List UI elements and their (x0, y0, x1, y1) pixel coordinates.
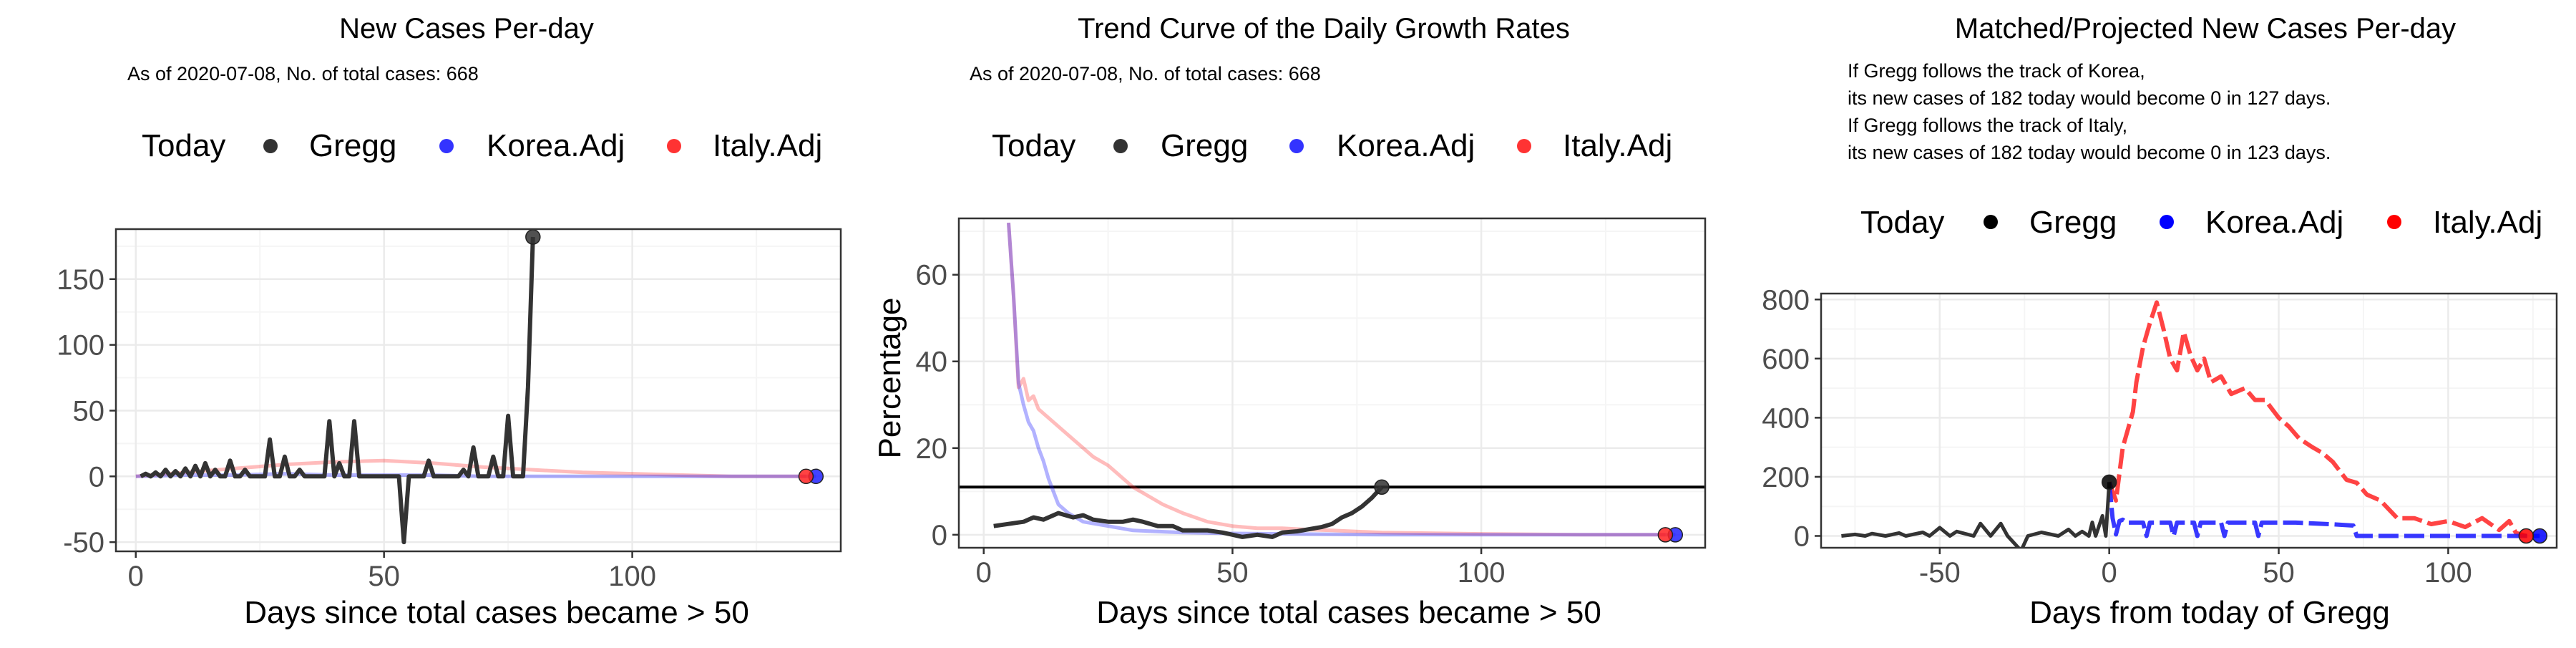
legend: Today Gregg Korea.Adj Italy.Adj (992, 128, 1672, 163)
x-tick-label: 0 (2102, 557, 2117, 589)
subtitle-line: its new cases of 182 today would become … (1848, 87, 2331, 109)
series-line-korea-adj (2107, 482, 2540, 538)
x-tick-label: 50 (368, 561, 400, 592)
series-line-italy-adj (135, 458, 806, 478)
legend: Today Gregg Korea.Adj Italy.Adj (1860, 205, 2542, 240)
legend-title: Today (992, 128, 1075, 163)
legend-title: Today (1860, 205, 1944, 240)
legend-key-korea (439, 139, 454, 153)
plot-area: 0 50 100 -50 0 50 100 150 (57, 228, 842, 592)
x-tick-label: 100 (2424, 557, 2472, 589)
legend-key-gregg (1984, 215, 1998, 229)
plot-frame (957, 217, 1707, 549)
x-tick-label: 50 (1216, 557, 1249, 589)
legend-key-italy (667, 139, 681, 153)
x-axis-title: Days from today of Gregg (2029, 595, 2390, 630)
today-point-korea-adj (2532, 528, 2548, 544)
legend-label-gregg: Gregg (1161, 128, 1248, 163)
x-tick-label: 100 (1458, 557, 1506, 589)
series-line-gregg (1841, 482, 2112, 548)
legend-title: Today (142, 128, 225, 163)
y-axis-title: Percentage (872, 297, 907, 458)
x-tick-label: 0 (976, 557, 992, 589)
panel-title: Trend Curve of the Daily Growth Rates (1078, 13, 1570, 44)
legend-label-gregg: Gregg (2029, 205, 2117, 240)
plot-area: 0 50 100 0 20 40 60 (916, 217, 1707, 589)
y-tick-label: 600 (1762, 344, 1810, 375)
panel-new-cases: New Cases Per-day As of 2020-07-08, No. … (57, 13, 842, 630)
plot-background (959, 218, 1705, 548)
legend-key-italy (2387, 215, 2401, 229)
today-point-gregg (2101, 474, 2117, 490)
panel-subtitle: As of 2020-07-08, No. of total cases: 66… (970, 63, 1321, 84)
series-group (1841, 300, 2540, 548)
x-axis-title: Days since total cases became > 50 (244, 595, 749, 630)
x-tick-label: 0 (128, 561, 144, 592)
legend-label-italy: Italy.Adj (713, 128, 822, 163)
panel-growth-rates: Trend Curve of the Daily Growth Rates As… (872, 13, 1707, 630)
series-line-gregg (993, 485, 1384, 539)
today-point-italy-adj (2518, 528, 2534, 544)
y-tick-label: 150 (57, 264, 104, 296)
y-tick-label: 0 (89, 461, 104, 493)
x-tick-label: -50 (1919, 557, 1961, 589)
legend-label-gregg: Gregg (309, 128, 396, 163)
plot-area: -50 0 50 100 0 200 400 600 800 (1762, 284, 2558, 589)
y-tick-label: 40 (916, 347, 948, 378)
legend: Today Gregg Korea.Adj Italy.Adj (142, 128, 822, 163)
series-group (993, 222, 1676, 539)
panel-subtitle: As of 2020-07-08, No. of total cases: 66… (127, 63, 479, 84)
plot-background (1821, 294, 2557, 548)
y-tick-label: 0 (932, 520, 947, 551)
plot-background (116, 229, 841, 551)
subtitle-line: If Gregg follows the track of Italy, (1848, 115, 2127, 136)
y-tick-label: 0 (1794, 521, 1810, 552)
legend-key-korea (2160, 215, 2174, 229)
x-tick-label: 50 (2263, 557, 2295, 589)
y-tick-label: -50 (63, 527, 104, 558)
legend-label-korea: Korea.Adj (1337, 128, 1475, 163)
legend-label-italy: Italy.Adj (1563, 128, 1672, 163)
panel-projected-cases: Matched/Projected New Cases Per-day If G… (1762, 13, 2558, 630)
x-tick-label: 100 (608, 561, 656, 592)
legend-label-korea: Korea.Adj (487, 128, 625, 163)
x-axis-title: Days since total cases became > 50 (1096, 595, 1601, 630)
y-tick-label: 60 (916, 260, 948, 291)
y-tick-label: 100 (57, 330, 104, 362)
y-tick-label: 200 (1762, 462, 1810, 493)
y-tick-label: 400 (1762, 402, 1810, 434)
y-tick-label: 50 (73, 395, 105, 427)
today-point-italy-adj (798, 468, 814, 485)
panel-subtitle: If Gregg follows the track of Korea, its… (1848, 60, 2331, 163)
series-line-korea-adj (1007, 222, 1676, 537)
today-point-italy-adj (1657, 527, 1674, 543)
today-point-gregg (525, 229, 541, 245)
series-line-gregg (140, 236, 535, 545)
subtitle-line: its new cases of 182 today would become … (1848, 142, 2331, 163)
today-point-gregg (1374, 479, 1390, 495)
y-tick-label: 20 (916, 433, 948, 465)
plot-frame (114, 228, 842, 553)
legend-key-gregg (1113, 139, 1128, 153)
subtitle-line: If Gregg follows the track of Korea, (1848, 60, 2145, 82)
plot-frame (1820, 292, 2558, 549)
y-tick-label: 800 (1762, 284, 1810, 316)
panel-title: New Cases Per-day (339, 13, 594, 44)
legend-key-korea (1289, 139, 1304, 153)
series-group (135, 236, 816, 545)
legend-key-italy (1517, 139, 1531, 153)
panel-title: Matched/Projected New Cases Per-day (1955, 13, 2456, 44)
legend-label-italy: Italy.Adj (2433, 205, 2542, 240)
series-line-italy-adj (2107, 300, 2527, 538)
legend-key-gregg (263, 139, 278, 153)
legend-label-korea: Korea.Adj (2205, 205, 2343, 240)
